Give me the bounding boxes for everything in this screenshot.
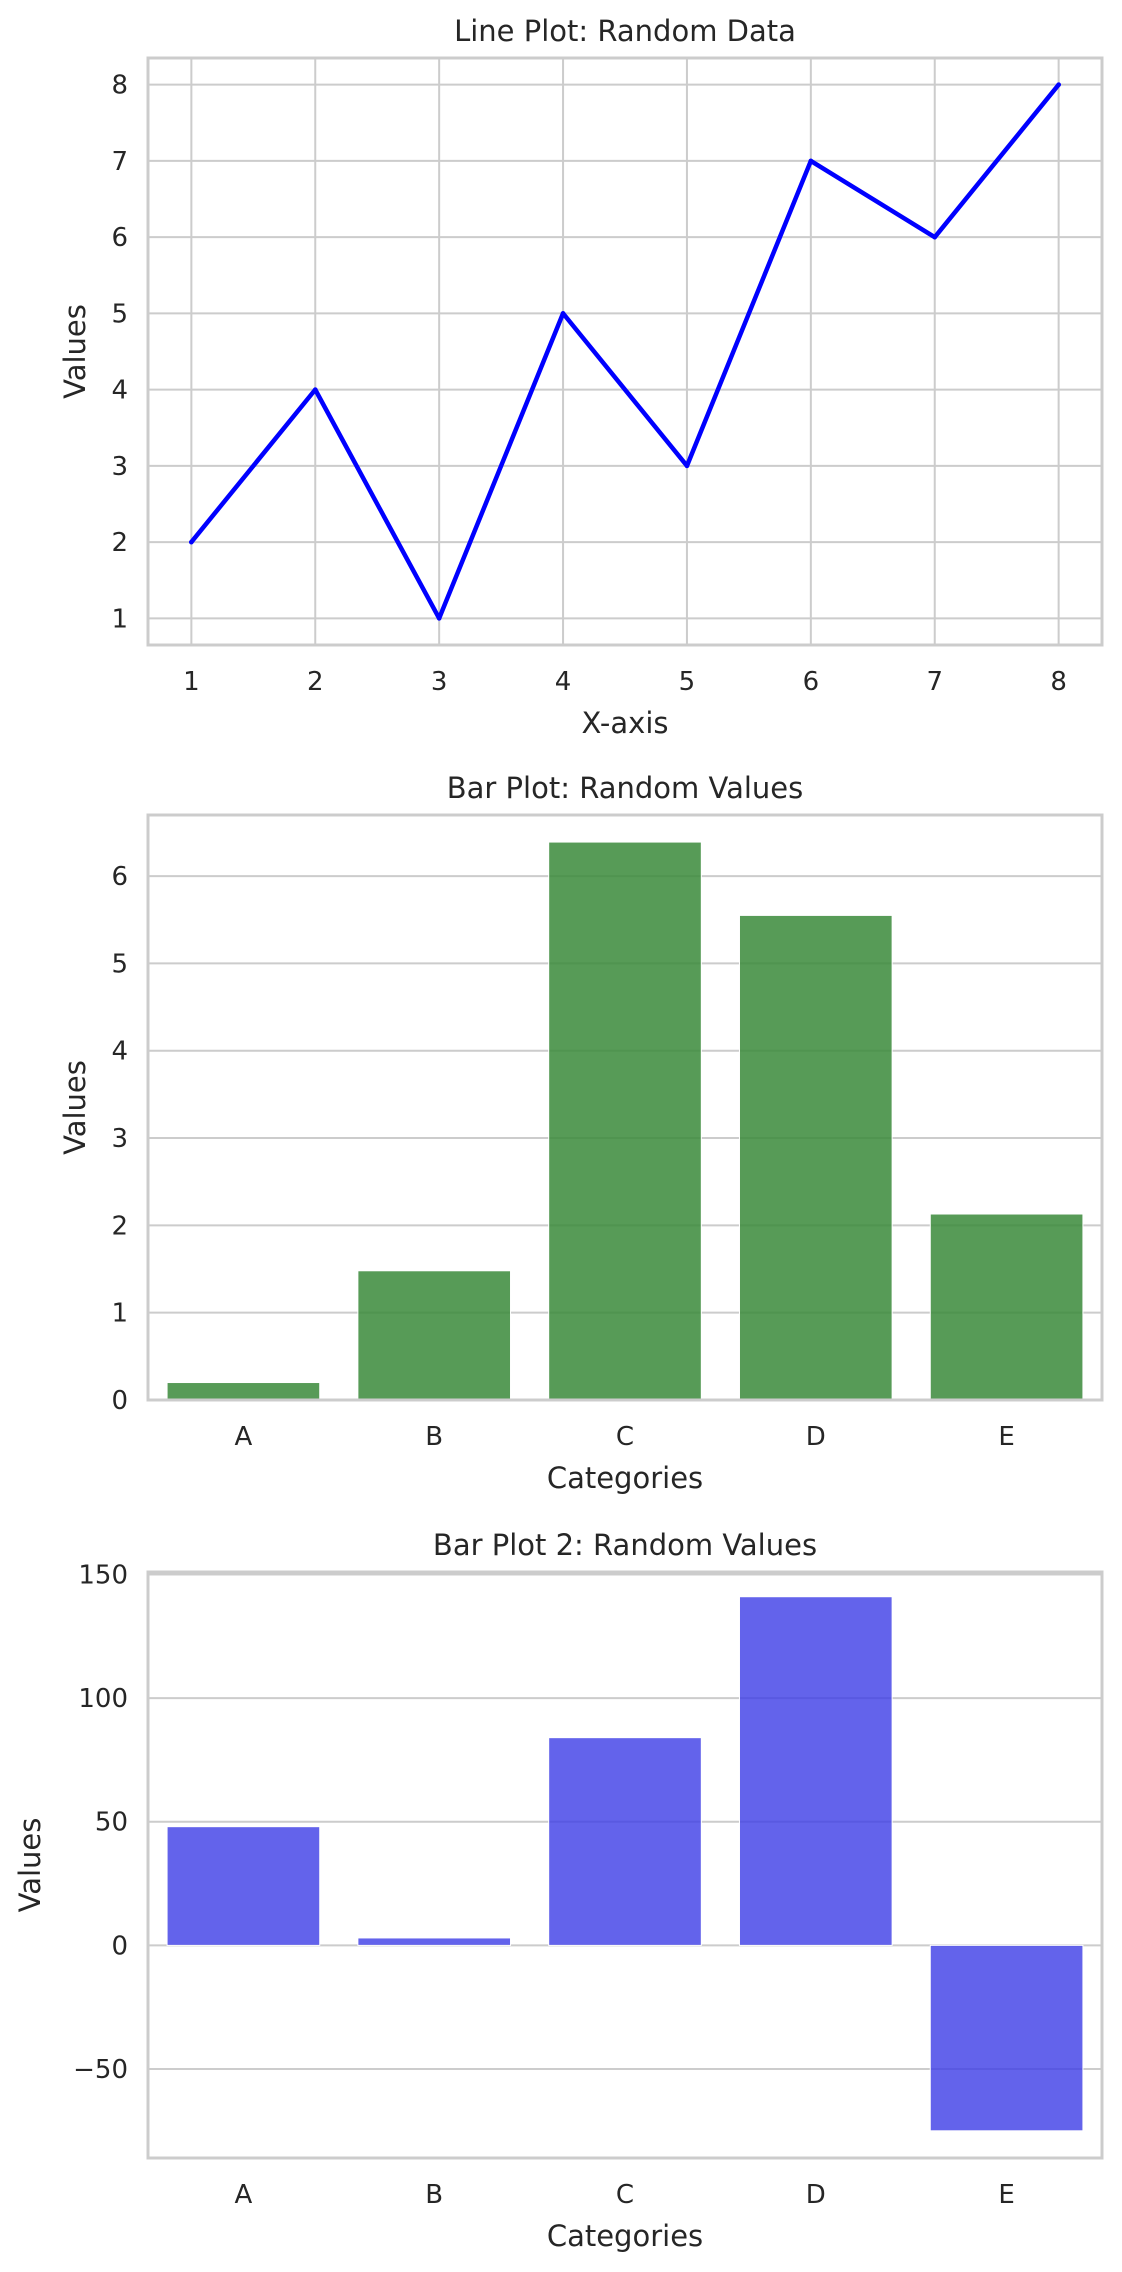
x-tick-label: 8 xyxy=(1050,667,1067,697)
x-tick-labels: A B C D E xyxy=(235,1422,1015,1452)
data-point xyxy=(1056,82,1061,87)
y-tick-label: 0 xyxy=(111,1386,128,1416)
x-axis-label: Categories xyxy=(547,1461,703,1495)
data-point xyxy=(808,158,814,164)
y-tick-label: 2 xyxy=(111,528,128,558)
series-line xyxy=(189,82,1061,621)
y-tick-label: 0 xyxy=(111,1931,128,1961)
y-tick-label: 5 xyxy=(111,299,128,329)
y-tick-label: 100 xyxy=(78,1684,128,1714)
x-tick-label: A xyxy=(235,2180,253,2210)
x-tick-label: E xyxy=(998,2180,1014,2210)
y-axis-label: Values xyxy=(13,1818,47,1913)
y-tick-label: 4 xyxy=(111,1037,128,1067)
y-axis-label: Values xyxy=(58,304,92,399)
grid xyxy=(148,58,1102,645)
bar-chart-blue: A B C D E −50 0 50 100 150 Bar Plot 2: Random Va… xyxy=(13,1528,1104,2253)
bar-A xyxy=(166,1826,321,1946)
x-tick-label: C xyxy=(616,2180,634,2210)
y-tick-label: 2 xyxy=(111,1211,128,1241)
y-tick-labels: −50 0 50 100 150 xyxy=(73,1560,128,2085)
x-tick-label: 4 xyxy=(555,667,572,697)
bar-C xyxy=(548,1737,702,1946)
bar-D xyxy=(738,1596,893,1946)
x-tick-label: D xyxy=(806,2180,826,2210)
bar-series xyxy=(166,841,1084,1401)
data-point xyxy=(560,311,566,316)
y-tick-label: 7 xyxy=(111,147,128,177)
bar-D xyxy=(738,914,893,1401)
x-axis-label: Categories xyxy=(547,2219,703,2253)
chart-title: Bar Plot: Random Values xyxy=(447,771,803,805)
x-tick-label: 2 xyxy=(307,667,324,697)
bar-B xyxy=(357,1270,512,1401)
x-tick-label: 6 xyxy=(803,667,820,697)
plot-frame xyxy=(146,1570,1104,2160)
data-point xyxy=(684,463,690,469)
y-tick-label: 6 xyxy=(111,862,128,892)
x-tick-label: B xyxy=(425,2180,443,2210)
y-tick-label: 6 xyxy=(111,223,128,253)
bar-series xyxy=(166,1596,1084,2132)
x-tick-label: 7 xyxy=(926,667,943,697)
y-tick-label: 3 xyxy=(111,1124,128,1154)
y-tick-label: 4 xyxy=(111,376,128,406)
y-tick-label: 1 xyxy=(111,604,128,634)
bar-E xyxy=(929,1944,1084,2132)
x-tick-label: A xyxy=(235,1422,253,1452)
y-tick-label: 1 xyxy=(111,1299,128,1329)
line-series xyxy=(189,82,1061,621)
y-tick-label: 3 xyxy=(111,452,128,482)
data-point xyxy=(436,616,442,621)
x-tick-label: D xyxy=(806,1422,826,1452)
data-point xyxy=(932,234,938,240)
x-tick-label: E xyxy=(998,1422,1014,1452)
y-tick-label: 50 xyxy=(95,1808,128,1838)
data-point xyxy=(312,387,318,392)
data-point xyxy=(189,539,194,545)
plot-frame xyxy=(146,56,1104,647)
y-tick-label: 5 xyxy=(111,949,128,979)
y-tick-labels: 1 2 3 4 5 6 7 8 xyxy=(111,71,128,635)
line-chart: 1 2 3 4 5 6 7 8 1 2 3 4 5 6 7 8 Line Plot: Random Data… xyxy=(58,14,1104,740)
x-tick-label: 1 xyxy=(183,667,200,697)
bar-B xyxy=(357,1937,512,1946)
bar-C xyxy=(548,841,702,1401)
x-tick-label: 3 xyxy=(431,667,448,697)
x-tick-label: B xyxy=(425,1422,443,1452)
bar-E xyxy=(929,1213,1084,1401)
bar-chart-green: A B C D E 0 1 2 3 4 5 6 Bar Plot: Random Values Ca… xyxy=(58,771,1104,1495)
chart-title: Bar Plot 2: Random Values xyxy=(433,1528,817,1562)
y-tick-label: 8 xyxy=(111,71,128,101)
x-tick-label: C xyxy=(616,1422,634,1452)
y-tick-label: 150 xyxy=(78,1560,128,1590)
chart-title: Line Plot: Random Data xyxy=(454,14,796,48)
x-tick-labels: A B C D E xyxy=(235,2180,1015,2210)
bar-A xyxy=(166,1382,321,1401)
plot-frame xyxy=(146,813,1104,1402)
y-tick-labels: 0 1 2 3 4 5 6 xyxy=(111,862,128,1416)
y-axis-label: Values xyxy=(58,1060,92,1155)
x-axis-label: X-axis xyxy=(582,706,669,740)
x-tick-labels: 1 2 3 4 5 6 7 8 xyxy=(183,667,1067,697)
y-tick-label: −50 xyxy=(73,2055,128,2085)
x-tick-label: 5 xyxy=(679,667,696,697)
